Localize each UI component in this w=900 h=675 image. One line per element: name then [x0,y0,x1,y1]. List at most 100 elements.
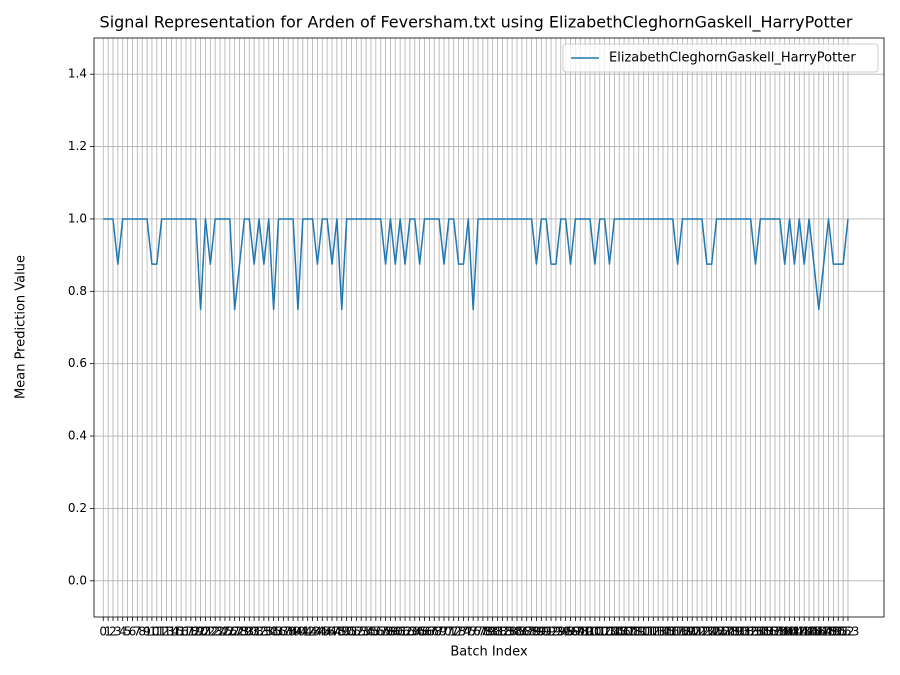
x-tick-label: 51 [344,625,359,639]
x-tick-label: 35 [266,625,281,639]
x-tick-label: 13 [159,625,174,639]
x-tick-label: 84 [504,625,519,639]
x-tick-label: 64 [407,625,422,639]
x-tick-label: 39 [285,625,300,639]
x-tick-label: 41 [295,625,310,639]
x-tick-label: 79 [480,625,495,639]
x-tick-label: 99 [577,625,592,639]
x-tick-label: 46 [320,625,335,639]
x-tick-label: 130 [725,625,748,639]
x-tick-label: 113 [642,625,665,639]
x-tick-label: 56 [368,625,383,639]
x-tick-label: 50 [339,625,354,639]
x-tick-label: 103 [593,625,616,639]
x-tick-label: 88 [524,625,539,639]
x-tick-label: 8 [138,625,146,639]
x-tick-label: 106 [608,625,631,639]
x-tick-label: 140 [773,625,796,639]
x-tick-label: 121 [681,625,704,639]
x-tick-label: 53 [354,625,369,639]
x-tick-label: 4 [119,625,127,639]
data-line [103,218,849,311]
x-tick-label: 143 [788,625,811,639]
x-tick-label: 48 [329,625,344,639]
x-tick-label: 36 [271,625,286,639]
x-tick-label: 110 [627,625,650,639]
x-tick-label: 27 [227,625,242,639]
x-tick-label: 97 [568,625,583,639]
x-tick-label: 87 [519,625,534,639]
x-tick-label: 42 [300,625,315,639]
x-tick-label: 116 [656,625,679,639]
x-tick-label: 25 [217,625,232,639]
x-tick-label: 118 [666,625,689,639]
x-tick-label: 66 [417,625,432,639]
y-tick-label: 0.0 [68,573,87,587]
x-tick-label: 34 [261,625,276,639]
x-tick-label: 108 [617,625,640,639]
x-tick-label: 149 [817,625,840,639]
x-tick-label: 19 [188,625,203,639]
x-tick-label: 117 [661,625,684,639]
x-tick-label: 1 [104,625,112,639]
x-tick-label: 89 [529,625,544,639]
x-tick-label: 132 [734,625,757,639]
x-tick-label: 152 [832,625,855,639]
x-tick-label: 94 [553,625,568,639]
x-tick-label: 71 [441,625,456,639]
legend-label: ElizabethCleghornGaskell_HarryPotter [609,51,856,66]
x-tick-label: 59 [383,625,398,639]
x-tick-label: 96 [563,625,578,639]
x-tick-label: 146 [802,625,825,639]
x-tick-label: 33 [256,625,271,639]
x-tick-label: 0 [99,625,107,639]
x-tick-label: 29 [237,625,252,639]
x-tick-label: 98 [573,625,588,639]
x-tick-label: 47 [324,625,339,639]
x-tick-label: 85 [509,625,524,639]
x-tick-label: 127 [710,625,733,639]
x-tick-label: 134 [744,625,767,639]
x-tick-label: 73 [451,625,466,639]
x-tick-label: 68 [427,625,442,639]
x-tick-label: 63 [402,625,417,639]
x-tick-label: 135 [749,625,772,639]
x-axis-label: Batch Index [450,645,528,660]
x-tick-label: 114 [647,625,670,639]
x-tick-label: 120 [676,625,699,639]
x-tick-label: 102 [588,625,611,639]
x-tick-label: 139 [768,625,791,639]
x-tick-label: 133 [739,625,762,639]
x-tick-label: 12 [154,625,169,639]
x-tick-label: 77 [470,625,485,639]
x-tick-label: 93 [548,625,563,639]
x-tick-label: 58 [378,625,393,639]
y-tick-label: 1.0 [68,211,87,225]
y-tick-label: 0.4 [68,429,87,443]
x-tick-label: 131 [729,625,752,639]
x-tick-label: 7 [134,625,142,639]
x-tick-label: 141 [778,625,801,639]
x-tick-label: 92 [543,625,558,639]
axes-frame [93,37,885,618]
x-tick-label: 76 [466,625,481,639]
x-tick-label: 136 [754,625,777,639]
x-tick-label: 82 [495,625,510,639]
x-tick-label: 40 [290,625,305,639]
x-tick-label: 31 [247,625,262,639]
x-tick-label: 128 [715,625,738,639]
x-tick-label: 80 [485,625,500,639]
x-tick-label: 75 [461,625,476,639]
x-tick-label: 124 [695,625,718,639]
x-tick-label: 101 [583,625,606,639]
x-tick-label: 9 [143,625,151,639]
x-tick-label: 138 [764,625,787,639]
x-tick-label: 72 [446,625,461,639]
x-tick-label: 23 [208,625,223,639]
x-tick-label: 78 [475,625,490,639]
x-tick-label: 15 [169,625,184,639]
x-tick-label: 49 [334,625,349,639]
y-tick-label: 0.8 [68,284,87,298]
